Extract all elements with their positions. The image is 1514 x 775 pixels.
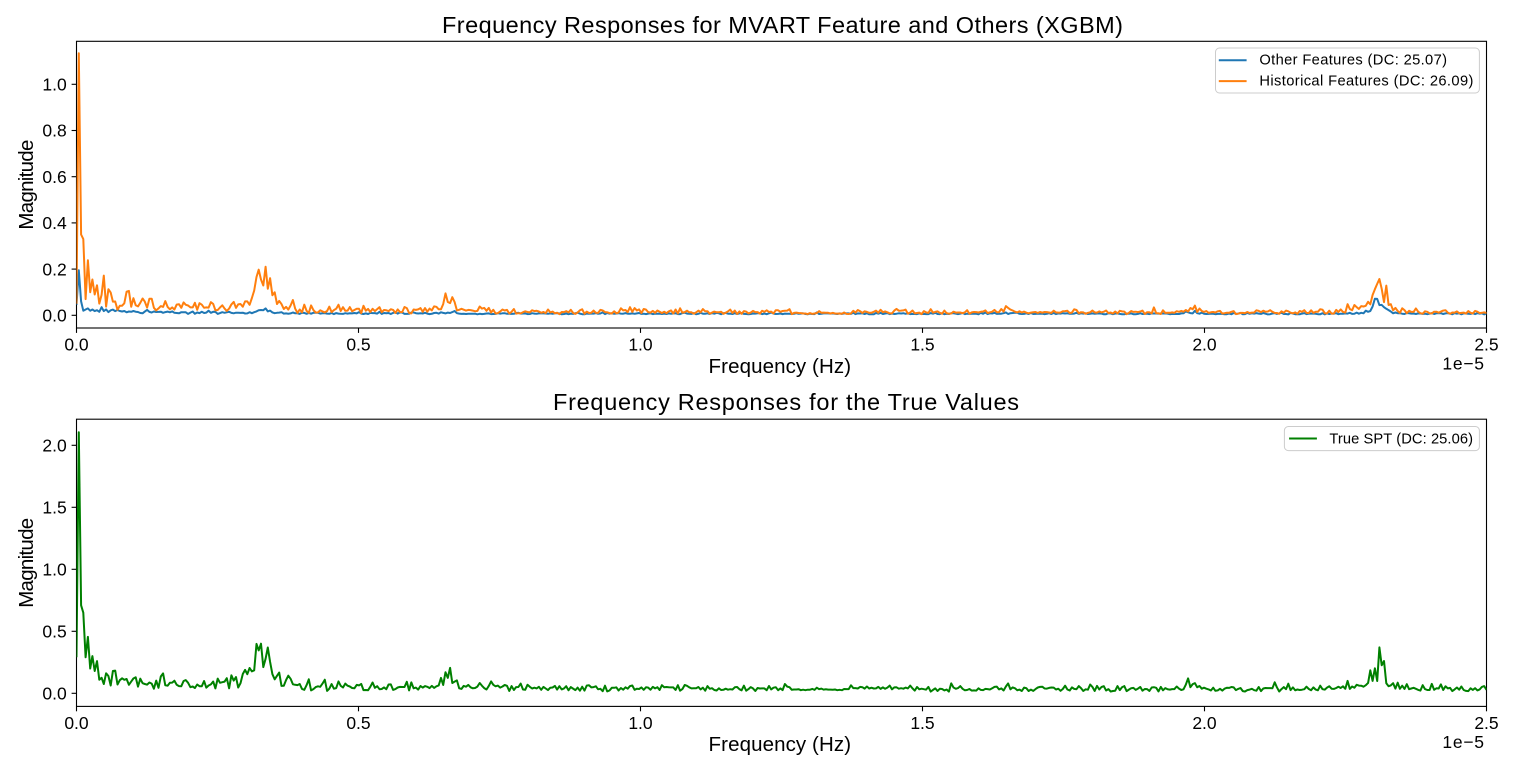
svg-text:Frequency (Hz): Frequency (Hz) <box>709 355 852 378</box>
svg-text:Frequency Responses for the Tr: Frequency Responses for the True Values <box>553 389 1019 415</box>
svg-text:Frequency Responses for MVART: Frequency Responses for MVART Feature an… <box>442 12 1123 38</box>
svg-text:0.0: 0.0 <box>64 335 89 355</box>
svg-text:0.5: 0.5 <box>346 335 370 355</box>
svg-text:1.0: 1.0 <box>42 75 67 95</box>
svg-text:1.0: 1.0 <box>42 560 67 580</box>
svg-text:Magnitude: Magnitude <box>15 518 38 608</box>
svg-text:Magnitude: Magnitude <box>15 140 38 230</box>
svg-text:1e−5: 1e−5 <box>1442 353 1484 373</box>
svg-text:2.0: 2.0 <box>1192 335 1217 355</box>
svg-text:1.0: 1.0 <box>628 713 653 733</box>
svg-text:Other Features (DC: 25.07): Other Features (DC: 25.07) <box>1259 53 1447 69</box>
svg-text:1.5: 1.5 <box>42 498 66 518</box>
svg-text:0.8: 0.8 <box>42 121 66 141</box>
svg-text:True SPT (DC: 25.06): True SPT (DC: 25.06) <box>1329 431 1473 447</box>
svg-text:2.5: 2.5 <box>1474 713 1498 733</box>
svg-text:0.5: 0.5 <box>346 713 370 733</box>
svg-text:0.0: 0.0 <box>42 306 67 326</box>
svg-text:1.0: 1.0 <box>628 335 653 355</box>
svg-text:0.6: 0.6 <box>42 167 66 187</box>
svg-text:1.5: 1.5 <box>910 713 934 733</box>
svg-text:1.5: 1.5 <box>910 335 934 355</box>
svg-text:2.0: 2.0 <box>42 436 67 456</box>
svg-text:0.0: 0.0 <box>64 713 89 733</box>
svg-text:0.2: 0.2 <box>42 259 66 279</box>
svg-text:Frequency (Hz): Frequency (Hz) <box>709 733 852 756</box>
svg-text:0.5: 0.5 <box>42 622 66 642</box>
svg-text:Historical Features (DC: 26.09: Historical Features (DC: 26.09) <box>1259 74 1473 90</box>
svg-text:0.0: 0.0 <box>42 684 67 704</box>
svg-text:2.0: 2.0 <box>1192 713 1217 733</box>
svg-text:1e−5: 1e−5 <box>1442 732 1484 752</box>
svg-text:0.4: 0.4 <box>42 213 67 233</box>
svg-text:2.5: 2.5 <box>1474 335 1498 355</box>
